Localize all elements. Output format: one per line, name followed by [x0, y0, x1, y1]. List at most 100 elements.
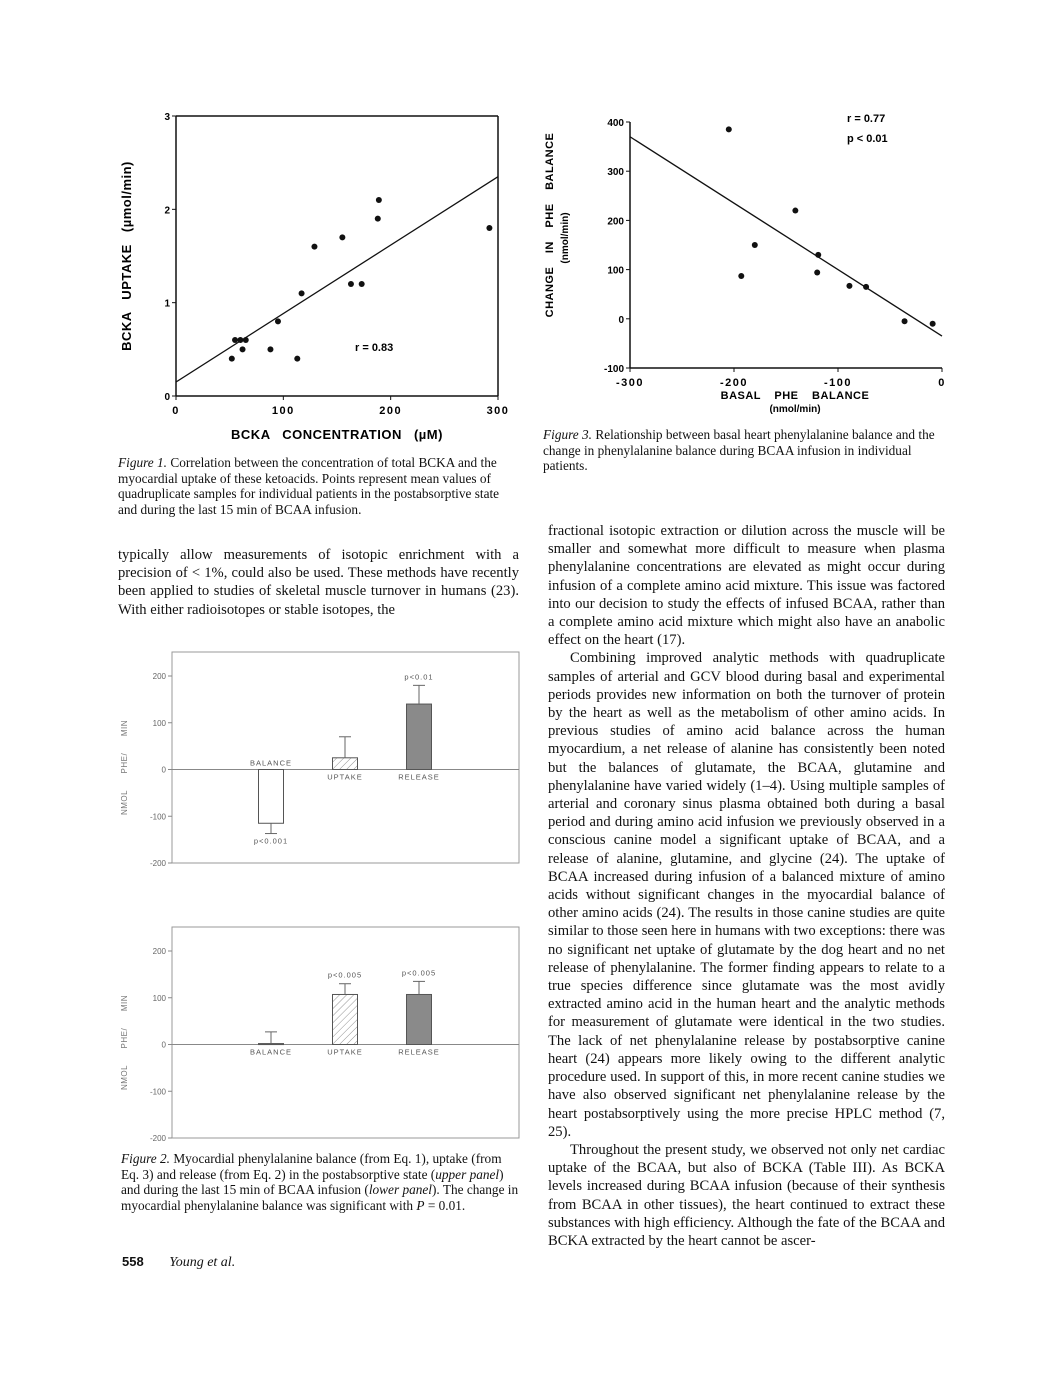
data-point — [846, 282, 853, 289]
p-value-label: p<0.01 — [404, 672, 433, 681]
x-tick-label: 300 — [487, 405, 510, 417]
bar-release — [406, 993, 432, 1045]
y-tick-label: -200 — [150, 859, 167, 868]
y-tick-label: 200 — [153, 672, 167, 681]
data-point — [274, 318, 281, 325]
figure-1-scatter-chart: 0 100 200 300 0 1 2 3 BCKA CONCENTRATION (µM) BCK… — [119, 112, 510, 442]
y-tick-label: 0 — [164, 392, 170, 403]
data-point — [375, 197, 382, 203]
data-point — [929, 320, 936, 327]
plot-frame — [171, 926, 520, 1139]
regression-line — [629, 136, 943, 337]
bar-category-label: UPTAKE — [327, 773, 362, 782]
figure-1-caption: Figure 1. Correlation between the concen… — [118, 455, 520, 517]
bar-uptake — [332, 757, 358, 770]
paragraph: fractional isotopic extraction or diluti… — [548, 523, 945, 649]
bar-category-label: BALANCE — [250, 1048, 292, 1057]
data-point — [814, 269, 821, 276]
data-point — [347, 281, 354, 287]
y-tick-label: 0 — [618, 315, 624, 326]
running-head: Young et al. — [169, 1255, 236, 1270]
figure-3-label: Figure 3. — [543, 427, 592, 442]
figure-3-caption: Figure 3. Relationship between basal hea… — [543, 427, 947, 474]
y-axis-label: NMOL PHE/ MIN — [120, 720, 129, 815]
y-axis-units: (nmol/min) — [560, 212, 571, 263]
x-tick-label: 100 — [272, 405, 295, 417]
data-point — [237, 337, 244, 343]
x-axis-label: BASAL PHE BALANCE — [721, 390, 870, 402]
y-tick-label: 3 — [164, 112, 170, 123]
p-value-label: p<0.005 — [402, 968, 436, 977]
figure-3-scatter-chart: -300 -200 -100 0 -100 0 100 200 300 400 BASAL PHE … — [544, 113, 946, 415]
data-point — [358, 281, 365, 287]
y-tick-label: 1 — [164, 299, 170, 310]
y-tick-label: 0 — [162, 766, 167, 775]
figure-1-label: Figure 1. — [118, 455, 167, 470]
data-point — [242, 337, 249, 343]
data-point — [792, 207, 799, 214]
data-point — [725, 126, 732, 133]
y-tick-label: 2 — [164, 205, 170, 216]
caption-text: ). The change in myocardial phenylalanin… — [121, 1182, 519, 1213]
y-tick-label: 400 — [607, 118, 624, 129]
y-tick-label: 100 — [153, 719, 167, 728]
data-point — [267, 346, 274, 353]
y-tick-label: 100 — [153, 994, 167, 1003]
data-point — [486, 225, 493, 231]
page-footer: 558 Young et al. — [122, 1254, 235, 1271]
y-tick-label: 200 — [153, 947, 167, 956]
plot-frame — [171, 651, 520, 864]
y-axis-label: CHANGE IN PHE BALANCE — [544, 133, 556, 318]
figure-1-caption-text: Correlation between the concentration of… — [118, 455, 500, 517]
x-axis-label: BCKA CONCENTRATION (µM) — [231, 427, 443, 442]
x-tick-label: -300 — [616, 377, 644, 389]
y-tick-label: -200 — [150, 1134, 167, 1143]
bar-balance — [258, 769, 284, 824]
correlation-annotation: r = 0.83 — [355, 342, 393, 354]
bar-release — [406, 703, 432, 770]
paragraph: Throughout the present study, we observe… — [548, 1141, 945, 1249]
figure-2-label: Figure 2. — [121, 1151, 170, 1166]
data-point — [339, 234, 346, 241]
x-axis-units: (nmol/min) — [769, 404, 820, 415]
y-tick-label: 200 — [607, 216, 624, 227]
caption-text: = 0.01. — [424, 1197, 466, 1213]
x-tick-label: -200 — [720, 377, 748, 389]
p-value-label: p<0.001 — [254, 837, 288, 846]
caption-text-italic: lower panel — [368, 1182, 432, 1198]
p-value-label: p<0.005 — [328, 971, 362, 980]
correlation-annotation: r = 0.77 — [847, 113, 885, 125]
figure-2-lower-bar-chart: -200 -100 0 100 200 NMOL PHE/ MIN BALANCE UPTAK… — [120, 926, 520, 1143]
data-point — [815, 251, 822, 258]
data-point — [738, 272, 745, 279]
data-point — [298, 290, 305, 297]
bar-category-label: BALANCE — [250, 759, 292, 768]
bar-category-label: RELEASE — [398, 1048, 440, 1057]
data-point — [751, 242, 758, 248]
x-tick-label: 0 — [938, 377, 946, 389]
bar-category-label: RELEASE — [398, 773, 440, 782]
data-point — [901, 318, 908, 325]
y-tick-label: 0 — [162, 1041, 167, 1050]
figure-3-caption-text: Relationship between basal heart phenyla… — [543, 427, 935, 474]
bar-category-label: UPTAKE — [327, 1048, 362, 1057]
y-tick-label: 100 — [607, 266, 624, 277]
y-axis-label: NMOL PHE/ MIN — [120, 995, 129, 1090]
x-tick-label: 0 — [172, 405, 180, 417]
p-value-annotation: p < 0.01 — [847, 133, 888, 145]
right-column-text: fractional isotopic extraction or diluti… — [548, 522, 945, 1250]
data-point — [863, 283, 870, 290]
bar-balance — [258, 1043, 284, 1046]
figure-2-upper-bar-chart: -200 -100 0 100 200 NMOL PHE/ MIN BALANCE p<0.0… — [120, 651, 520, 868]
bar-uptake — [332, 993, 358, 1045]
data-point — [232, 337, 239, 343]
y-tick-label: -100 — [604, 364, 624, 375]
y-tick-label: -100 — [150, 1087, 167, 1096]
figure-2-caption: Figure 2. Myocardial phenylalanine balan… — [121, 1151, 521, 1213]
paragraph: typically allow measurements of isotopic… — [118, 547, 519, 618]
x-tick-label: 200 — [379, 405, 402, 417]
caption-text: Myocardial phenylalanine balance (from E… — [121, 1151, 502, 1182]
regression-line — [175, 176, 499, 383]
left-column-text: typically allow measurements of isotopic… — [118, 546, 519, 619]
